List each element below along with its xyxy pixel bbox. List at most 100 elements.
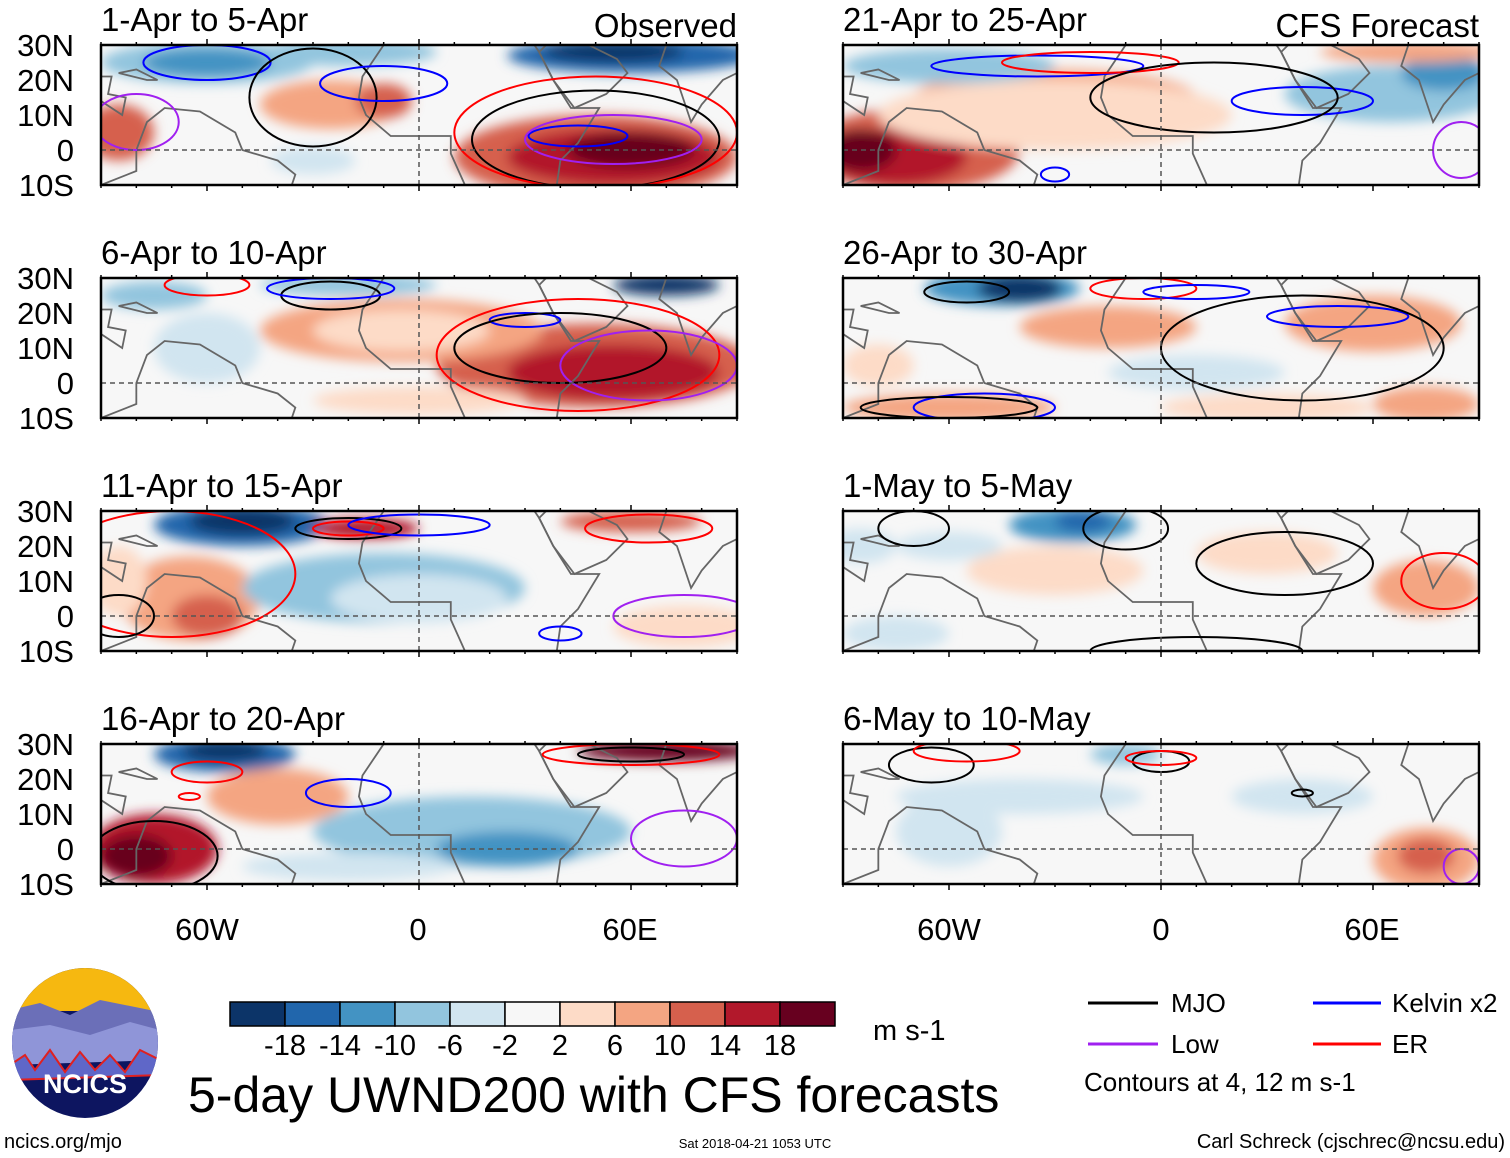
coastline bbox=[843, 774, 869, 816]
ncics-logo: NCICS bbox=[12, 968, 158, 1118]
wave-contour bbox=[584, 513, 714, 544]
wave-contour bbox=[559, 329, 737, 402]
lat-label: 10N bbox=[17, 331, 74, 366]
lat-label: 0 bbox=[57, 366, 74, 401]
wave-contour bbox=[612, 594, 737, 638]
colorbar-swatch bbox=[449, 1001, 506, 1027]
wave-contour bbox=[319, 65, 449, 102]
colorbar-swatch bbox=[394, 1001, 451, 1027]
wave-contour bbox=[101, 93, 180, 151]
wave-contour bbox=[312, 520, 385, 537]
wind-field bbox=[101, 278, 737, 415]
panel-title: 6-Apr to 10-Apr bbox=[101, 234, 327, 271]
wind-anomaly-shading bbox=[613, 605, 737, 648]
coastline bbox=[101, 308, 127, 350]
wave-contour bbox=[101, 511, 297, 638]
wave-contour bbox=[1039, 166, 1071, 183]
figure-title: 5-day UWND200 with CFS forecasts bbox=[188, 1067, 999, 1123]
coastline bbox=[860, 301, 900, 314]
wave-contour bbox=[177, 792, 201, 801]
wind-anomaly-shading bbox=[1108, 355, 1285, 390]
wave-contour bbox=[541, 744, 721, 766]
lat-label: 10S bbox=[19, 634, 74, 669]
wave-contour bbox=[527, 124, 629, 148]
wind-anomaly-shading bbox=[270, 146, 356, 175]
coastline bbox=[538, 278, 629, 343]
wave-contour bbox=[1089, 278, 1198, 300]
wave-contour bbox=[1266, 305, 1410, 328]
lat-label: 30N bbox=[17, 727, 74, 762]
map-panel bbox=[99, 272, 739, 424]
map-panel bbox=[99, 738, 739, 890]
lat-label: 0 bbox=[57, 832, 74, 867]
footer-url[interactable]: ncics.org/mjo bbox=[4, 1131, 122, 1153]
wave-contour bbox=[304, 778, 392, 808]
wind-anomaly-shading bbox=[843, 344, 914, 387]
wind-anomaly-shading bbox=[843, 48, 1055, 84]
map-panel bbox=[99, 39, 739, 191]
coastline bbox=[843, 107, 1039, 185]
colorbar-label: -6 bbox=[437, 1030, 463, 1062]
wind-anomaly-shading bbox=[1196, 532, 1338, 574]
colorbar-swatch bbox=[284, 1001, 341, 1027]
coastline bbox=[538, 45, 629, 110]
coastline bbox=[860, 68, 900, 81]
panel-title: 6-May to 10-May bbox=[843, 700, 1091, 737]
coastline bbox=[358, 744, 601, 884]
lat-label: 10S bbox=[19, 401, 74, 436]
coastline bbox=[1400, 45, 1479, 125]
wind-anomaly-shading bbox=[878, 80, 1232, 150]
wave-contour bbox=[923, 280, 1011, 304]
colorbar-label: 10 bbox=[654, 1030, 686, 1062]
coastline bbox=[658, 278, 737, 358]
coastline bbox=[860, 534, 900, 547]
wind-anomaly-shading bbox=[101, 546, 147, 616]
coastline bbox=[101, 340, 297, 418]
wind-anomaly-shading bbox=[613, 278, 720, 296]
wave-contour bbox=[163, 278, 251, 297]
colorbar-label: -2 bbox=[492, 1030, 518, 1062]
colorbar-swatch bbox=[504, 1001, 561, 1027]
colorbar-label: -18 bbox=[264, 1030, 306, 1062]
lon-label: 60E bbox=[602, 912, 657, 947]
map-panel bbox=[841, 738, 1481, 890]
colorbar-swatch bbox=[229, 1001, 286, 1027]
coastline bbox=[860, 767, 900, 780]
wind-anomaly-shading bbox=[1401, 55, 1479, 91]
coastline bbox=[118, 68, 158, 81]
panel-title: 16-Apr to 20-Apr bbox=[101, 700, 345, 737]
legend-label: ER bbox=[1392, 1029, 1428, 1059]
wave-contour bbox=[887, 746, 975, 784]
wind-anomaly-shading bbox=[242, 852, 455, 881]
colorbar-label: -10 bbox=[374, 1030, 416, 1062]
coastline bbox=[1280, 744, 1371, 809]
wind-field bbox=[896, 744, 1479, 884]
wave-contour bbox=[294, 517, 403, 540]
logo-text: NCICS bbox=[43, 1069, 127, 1099]
wave-contour bbox=[1195, 531, 1374, 596]
coastline bbox=[1100, 278, 1343, 418]
wave-contour bbox=[877, 511, 950, 547]
wave-contour bbox=[1400, 552, 1479, 610]
wind-anomaly-shading bbox=[182, 744, 268, 762]
coastline bbox=[101, 774, 127, 816]
panel-title: 26-Apr to 30-Apr bbox=[843, 234, 1087, 271]
observed-header: Observed bbox=[594, 7, 737, 44]
lat-label: 10N bbox=[17, 797, 74, 832]
wind-anomaly-shading bbox=[1373, 560, 1479, 616]
wind-anomaly-shading bbox=[1397, 838, 1455, 874]
colorbar-swatch bbox=[559, 1001, 616, 1027]
wind-field bbox=[843, 511, 1479, 651]
lat-label: 10N bbox=[17, 98, 74, 133]
wave-contour bbox=[1142, 284, 1251, 300]
coastline bbox=[101, 75, 127, 117]
coastline bbox=[1280, 511, 1371, 576]
colorbar: -18 -14 -10 -6 -2 2 6 10 14 18 bbox=[229, 1001, 836, 1062]
coastline bbox=[101, 107, 297, 185]
wind-anomaly-shading bbox=[966, 546, 1144, 595]
wind-anomaly-shading bbox=[567, 132, 695, 168]
legend-label: Low bbox=[1171, 1029, 1219, 1059]
wave-contour bbox=[1001, 51, 1180, 74]
coastline bbox=[1280, 45, 1371, 110]
coastline bbox=[358, 45, 601, 185]
